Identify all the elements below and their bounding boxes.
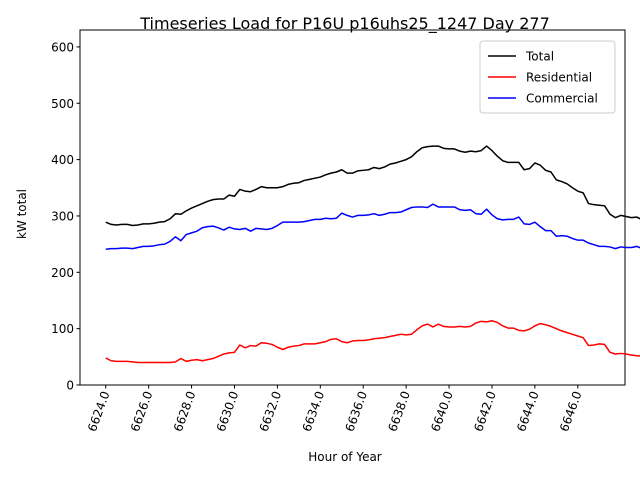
y-tick-label: 100: [51, 322, 74, 336]
legend-label-total: Total: [525, 50, 554, 64]
series-line-commercial: [105, 203, 640, 250]
y-tick-label: 0: [66, 379, 74, 393]
series-lines: [105, 145, 640, 364]
legend-label-commercial: Commercial: [526, 92, 598, 106]
y-tick-label: 200: [51, 266, 74, 280]
y-tick-label: 300: [51, 209, 74, 223]
y-tick-label: 500: [51, 97, 74, 111]
legend-box: [479, 40, 616, 114]
x-axis-label: Hour of Year: [308, 450, 382, 464]
series-line-residential: [105, 320, 640, 364]
legend-label-residential: Residential: [526, 71, 592, 85]
y-tick-label: 400: [51, 153, 74, 167]
chart-title: Timeseries Load for P16U p16uhs25_1247 D…: [139, 14, 550, 34]
y-tick-label: 600: [51, 40, 74, 54]
y-axis-label: kW total: [15, 189, 29, 239]
series-line-total: [105, 145, 640, 227]
legend: Total Residential Commercial: [479, 40, 616, 114]
plot-area: [79, 29, 626, 386]
y-axis: 0 100 200 300 400 500 600: [51, 40, 80, 393]
